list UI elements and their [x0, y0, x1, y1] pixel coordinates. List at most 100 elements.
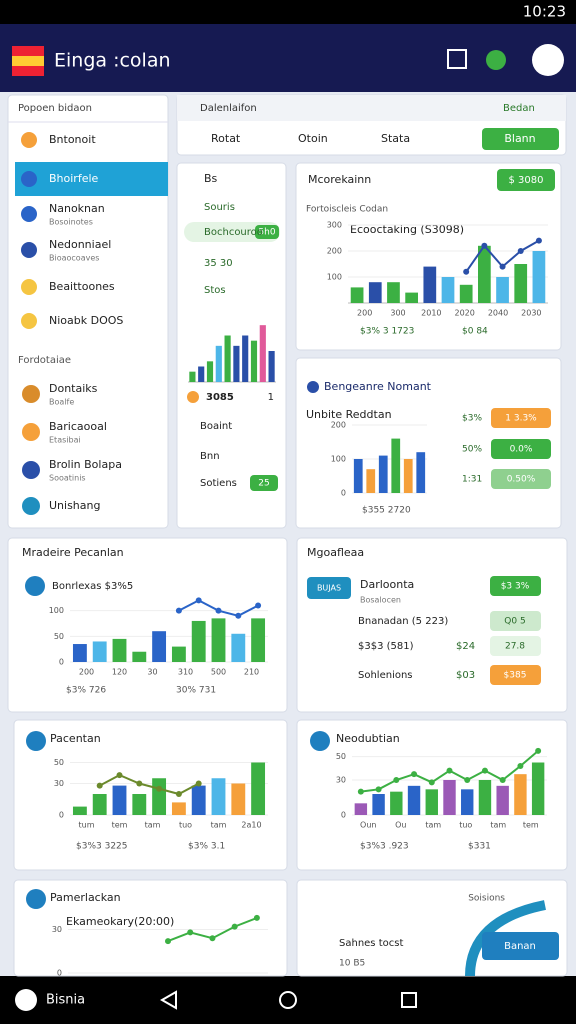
filter-card — [176, 162, 287, 529]
filter-item[interactable]: Stos — [204, 285, 226, 296]
sidebar-item[interactable]: Brolin Bolapa — [49, 458, 122, 471]
bar — [250, 340, 258, 382]
filter-item[interactable]: Souris — [204, 202, 235, 213]
bar — [211, 618, 226, 662]
app-bar — [0, 24, 576, 96]
item-icon — [22, 385, 40, 403]
y-tick-label: 50 — [336, 752, 346, 761]
sidebar-item[interactable]: Baricaooal — [49, 420, 107, 433]
bar — [268, 351, 275, 382]
tab[interactable]: Otoin — [298, 132, 328, 145]
x-tick-label: 120 — [112, 668, 127, 677]
pill[interactable] — [307, 577, 351, 599]
item-icon — [21, 132, 37, 148]
action-button[interactable] — [482, 932, 559, 960]
bar — [478, 780, 492, 815]
app-icon[interactable] — [486, 50, 506, 70]
back-button[interactable] — [159, 990, 177, 1010]
sidebar-item[interactable]: Nanoknan — [49, 202, 105, 215]
item-icon — [21, 242, 37, 258]
pill[interactable] — [497, 169, 555, 191]
pill[interactable] — [491, 439, 551, 459]
pill-label: 1 3.3% — [505, 414, 537, 424]
pill[interactable] — [250, 475, 278, 491]
pill[interactable] — [491, 408, 551, 428]
pill[interactable] — [490, 611, 541, 631]
toolbar-action[interactable]: Bedan — [503, 103, 535, 114]
sidebar-item[interactable]: Bntonoit — [49, 133, 96, 146]
bar — [251, 762, 266, 815]
list-value: $03 — [456, 670, 475, 681]
x-tick-label: 2030 — [521, 309, 541, 318]
card-icon — [26, 731, 46, 751]
item-icon — [22, 497, 40, 515]
pill[interactable] — [491, 469, 551, 489]
bar — [403, 459, 413, 493]
primary-button[interactable] — [482, 128, 559, 150]
card — [13, 879, 288, 977]
card-icon — [310, 731, 330, 751]
recents-button[interactable] — [401, 992, 417, 1008]
sidebar-item[interactable]: Bhoirfele — [49, 172, 99, 185]
x-tick-label: tem — [112, 821, 128, 830]
line-point — [481, 242, 488, 249]
sidebar-item[interactable]: Nedonniael — [49, 238, 111, 251]
list-row: $3$3 (581) — [358, 641, 414, 652]
filter-item[interactable]: Bnn — [200, 451, 220, 462]
home-button[interactable] — [279, 991, 297, 1009]
chart-title: Ekameokary(20:00) — [66, 915, 174, 928]
line-point — [136, 780, 143, 787]
bar — [132, 794, 147, 815]
filter-item[interactable]: Sotiens — [200, 478, 237, 489]
card-sub: 10 B5 — [339, 959, 365, 969]
bar — [461, 789, 474, 815]
filter-item[interactable]: Boaint — [200, 421, 232, 432]
sidebar-item[interactable]: Beaittoones — [49, 280, 115, 293]
card-icon — [25, 576, 45, 596]
sidebar-item[interactable]: Unishang — [49, 499, 100, 512]
tab[interactable]: Stata — [381, 132, 410, 145]
bar — [224, 335, 231, 382]
sidebar-sub: Boalfe — [49, 398, 74, 407]
line-point — [209, 935, 216, 942]
pill[interactable] — [490, 636, 541, 656]
legend: $3% 3.1 — [188, 842, 225, 852]
item-icon — [21, 206, 37, 222]
badge: BUJAS — [317, 584, 341, 593]
line-point — [96, 782, 103, 789]
card-title: Neodubtian — [336, 732, 400, 745]
line-point — [535, 237, 542, 244]
x-tick-label: tuo — [459, 821, 472, 830]
y-tick-label: 30 — [52, 925, 62, 934]
nav-bar — [0, 976, 576, 1024]
card-text: Sahnes tocst — [339, 938, 403, 949]
filter-item[interactable]: Bochcouroo — [204, 227, 263, 238]
legend: $3% 726 — [66, 686, 106, 696]
clock: 10:23 — [523, 3, 566, 21]
tab[interactable]: Rotat — [211, 132, 241, 145]
bar — [441, 277, 455, 303]
bar — [211, 778, 226, 815]
item-icon — [21, 171, 37, 187]
line-point — [165, 938, 171, 945]
bar — [171, 802, 186, 815]
pill[interactable] — [255, 225, 279, 239]
bar — [350, 287, 364, 303]
card-title: Mgoafleaa — [307, 546, 364, 559]
legend: $0 84 — [462, 327, 488, 337]
sidebar-item[interactable]: Nioabk DOOS — [49, 314, 123, 327]
avatar[interactable] — [532, 44, 564, 76]
pill[interactable] — [490, 576, 541, 596]
bar — [532, 251, 546, 303]
selected-item[interactable] — [15, 162, 168, 196]
pill[interactable] — [490, 665, 541, 685]
line-point — [215, 607, 222, 614]
open-icon[interactable] — [447, 49, 467, 69]
bar — [152, 631, 167, 662]
line-point — [195, 780, 202, 787]
x-tick-label: 300 — [390, 309, 405, 318]
filter-item[interactable]: 35 30 — [204, 258, 233, 269]
bar — [231, 633, 246, 662]
y-tick-label: 300 — [327, 221, 342, 230]
sidebar-item[interactable]: Dontaiks — [49, 382, 98, 395]
